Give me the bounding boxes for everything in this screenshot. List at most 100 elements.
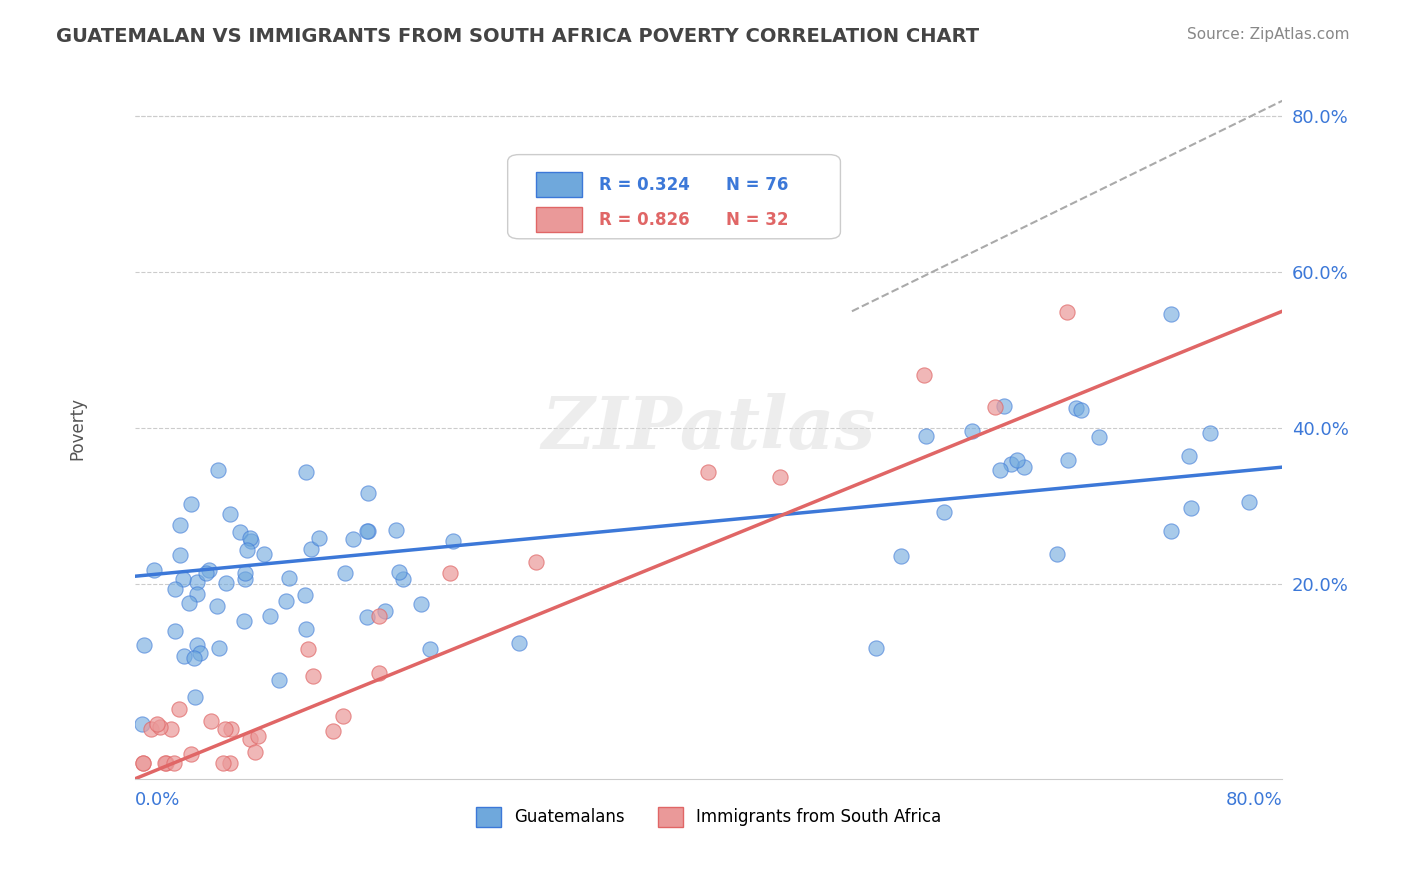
Point: [163, 624, 186, 638]
Point: [1199, 426, 1222, 441]
Point: [439, 566, 461, 580]
Point: [356, 524, 378, 538]
Text: N = 76: N = 76: [725, 176, 787, 194]
Point: [186, 574, 208, 589]
Point: [131, 717, 153, 731]
Point: [988, 463, 1011, 477]
Point: [195, 566, 218, 580]
Point: [357, 524, 380, 539]
Point: [322, 723, 344, 738]
Point: [167, 702, 190, 716]
Text: Source: ZipAtlas.com: Source: ZipAtlas.com: [1187, 27, 1350, 42]
FancyBboxPatch shape: [536, 207, 582, 232]
Point: [239, 732, 262, 747]
Point: [180, 747, 202, 761]
Point: [219, 507, 242, 521]
Text: 0.0%: 0.0%: [135, 790, 180, 809]
Legend: Guatemalans, Immigrants from South Africa: Guatemalans, Immigrants from South Afric…: [468, 800, 948, 834]
Point: [141, 722, 163, 736]
Point: [229, 524, 252, 539]
Point: [239, 534, 262, 549]
Point: [1070, 403, 1092, 417]
Point: [356, 610, 378, 624]
Point: [993, 399, 1015, 413]
Point: [769, 469, 792, 483]
FancyBboxPatch shape: [508, 154, 841, 239]
Point: [236, 543, 259, 558]
Point: [177, 595, 200, 609]
Point: [357, 486, 380, 500]
Text: Poverty: Poverty: [69, 397, 86, 459]
Point: [148, 720, 170, 734]
Point: [239, 532, 262, 546]
Point: [384, 524, 406, 538]
Point: [697, 466, 720, 480]
Point: [277, 572, 299, 586]
Point: [890, 549, 912, 563]
Point: [132, 756, 155, 771]
Point: [163, 756, 186, 771]
Point: [132, 756, 155, 771]
Point: [419, 642, 441, 657]
Point: [233, 566, 256, 580]
Point: [276, 594, 298, 608]
Point: [1180, 501, 1202, 516]
Point: [163, 582, 186, 596]
Text: GUATEMALAN VS IMMIGRANTS FROM SOUTH AFRICA POVERTY CORRELATION CHART: GUATEMALAN VS IMMIGRANTS FROM SOUTH AFRI…: [56, 27, 980, 45]
Point: [215, 576, 238, 591]
Point: [333, 566, 356, 581]
Point: [183, 651, 205, 665]
Point: [267, 673, 290, 688]
Point: [962, 424, 984, 438]
Point: [865, 641, 887, 656]
Point: [253, 547, 276, 561]
Point: [233, 572, 256, 586]
Point: [1160, 307, 1182, 321]
Point: [392, 572, 415, 586]
Point: [1056, 304, 1078, 318]
Point: [197, 563, 219, 577]
Point: [1088, 430, 1111, 444]
Point: [1057, 452, 1080, 467]
Point: [912, 368, 935, 383]
Point: [295, 465, 318, 479]
Point: [294, 588, 316, 602]
Point: [219, 723, 242, 737]
Point: [172, 572, 194, 586]
Text: 80.0%: 80.0%: [1226, 790, 1282, 809]
Point: [160, 723, 183, 737]
Point: [173, 648, 195, 663]
Point: [169, 548, 191, 562]
Point: [184, 690, 207, 705]
Point: [232, 614, 254, 628]
Point: [246, 729, 269, 743]
Point: [1046, 547, 1069, 561]
Point: [409, 597, 432, 611]
Point: [374, 604, 396, 618]
Point: [155, 756, 177, 771]
Point: [387, 565, 409, 579]
Point: [259, 609, 281, 624]
Point: [190, 647, 212, 661]
Point: [1000, 457, 1022, 471]
Point: [186, 638, 208, 652]
Point: [297, 642, 319, 657]
Point: [1160, 524, 1182, 538]
Point: [299, 541, 322, 556]
Text: R = 0.826: R = 0.826: [599, 211, 690, 229]
Text: ZIPatlas: ZIPatlas: [541, 392, 876, 464]
Point: [342, 532, 364, 546]
Point: [301, 669, 323, 683]
Point: [219, 756, 242, 771]
Point: [208, 640, 231, 655]
Point: [1012, 460, 1035, 475]
Point: [332, 709, 354, 723]
Point: [243, 745, 266, 759]
Point: [443, 533, 465, 548]
Point: [1237, 494, 1260, 508]
Point: [915, 429, 938, 443]
Text: N = 32: N = 32: [725, 211, 789, 229]
Point: [169, 517, 191, 532]
Point: [155, 756, 177, 771]
Point: [1066, 401, 1088, 416]
